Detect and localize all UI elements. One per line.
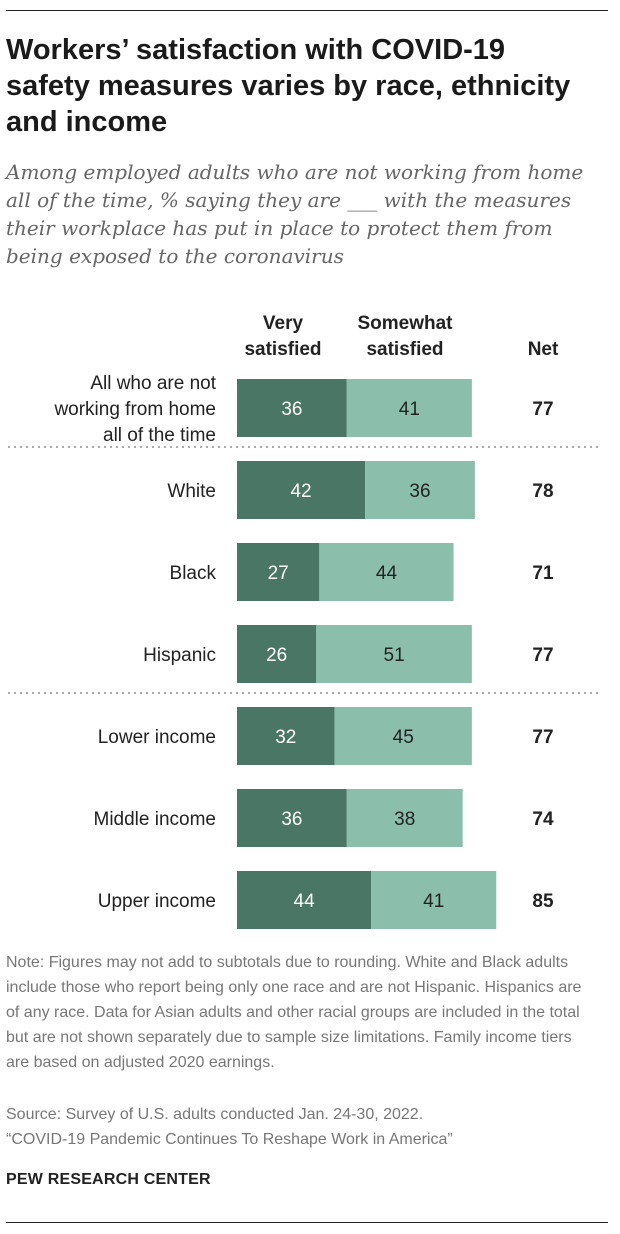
- net-value: 74: [532, 809, 554, 830]
- data-label-somewhat-satisfied: 41: [423, 891, 444, 912]
- data-label-somewhat-satisfied: 38: [394, 809, 415, 830]
- bar-somewhat-satisfied: [365, 461, 475, 519]
- top-rule: [6, 10, 608, 11]
- data-label-very-satisfied: 26: [266, 645, 287, 666]
- data-label-somewhat-satisfied: 51: [384, 645, 405, 666]
- category-label: Upper income: [98, 891, 216, 912]
- chart-subtitle: Among employed adults who are not workin…: [6, 160, 584, 268]
- net-value: 77: [532, 399, 553, 420]
- bar-somewhat-satisfied: [371, 871, 497, 929]
- category-label: White: [167, 481, 216, 502]
- data-label-very-satisfied: 36: [281, 809, 302, 830]
- category-label: Black: [170, 563, 217, 584]
- publisher-credit: PEW RESEARCH CENTER: [6, 1171, 211, 1188]
- bar-very-satisfied: [237, 543, 320, 601]
- bar-very-satisfied: [237, 707, 335, 765]
- category-label: Lower income: [98, 727, 216, 748]
- data-label-somewhat-satisfied: 36: [409, 481, 430, 502]
- category-label: Middle income: [94, 809, 217, 830]
- data-label-very-satisfied: 42: [290, 481, 311, 502]
- header-somewhat-satisfied: satisfied: [366, 339, 443, 360]
- bar-somewhat-satisfied: [316, 625, 472, 683]
- data-label-very-satisfied: 27: [268, 563, 289, 584]
- data-label-somewhat-satisfied: 41: [399, 399, 420, 420]
- bar-somewhat-satisfied: [346, 379, 472, 437]
- category-label: all of the time: [103, 425, 216, 446]
- bar-very-satisfied: [237, 625, 317, 683]
- category-label: All who are not: [90, 373, 216, 394]
- data-label-very-satisfied: 32: [275, 727, 296, 748]
- category-label: Hispanic: [143, 645, 216, 666]
- category-label: working from home: [53, 399, 216, 420]
- data-label-very-satisfied: 36: [281, 399, 302, 420]
- bar-somewhat-satisfied: [334, 707, 472, 765]
- data-label-somewhat-satisfied: 45: [393, 727, 414, 748]
- net-value: 78: [532, 481, 553, 502]
- net-value: 85: [532, 891, 554, 912]
- net-value: 77: [532, 727, 553, 748]
- header-net: Net: [528, 339, 559, 360]
- source-line-report: “COVID-19 Pandemic Continues To Reshape …: [6, 1131, 453, 1148]
- bar-somewhat-satisfied: [319, 543, 454, 601]
- data-label-very-satisfied: 44: [294, 891, 316, 912]
- bar-somewhat-satisfied: [346, 789, 463, 847]
- header-very-satisfied: satisfied: [244, 339, 321, 360]
- stacked-bar-chart: Very satisfied Somewhat satisfied Net All who…: [8, 313, 600, 929]
- bar-very-satisfied: [237, 461, 366, 519]
- net-value: 77: [532, 645, 553, 666]
- chart-source: Source: Survey of U.S. adults conducted …: [6, 1102, 596, 1152]
- header-somewhat-satisfied: Somewhat: [357, 313, 453, 334]
- bottom-rule: [6, 1222, 608, 1223]
- data-label-somewhat-satisfied: 44: [376, 563, 398, 584]
- bar-very-satisfied: [237, 379, 347, 437]
- chart-note: Note: Figures may not add to subtotals d…: [6, 954, 582, 1071]
- chart-title: Workers’ satisfaction with COVID-19 safe…: [6, 34, 571, 138]
- net-value: 71: [532, 563, 554, 584]
- header-very-satisfied: Very: [263, 313, 304, 334]
- bar-very-satisfied: [237, 789, 347, 847]
- bar-very-satisfied: [237, 871, 372, 929]
- source-line-survey: Source: Survey of U.S. adults conducted …: [6, 1106, 424, 1123]
